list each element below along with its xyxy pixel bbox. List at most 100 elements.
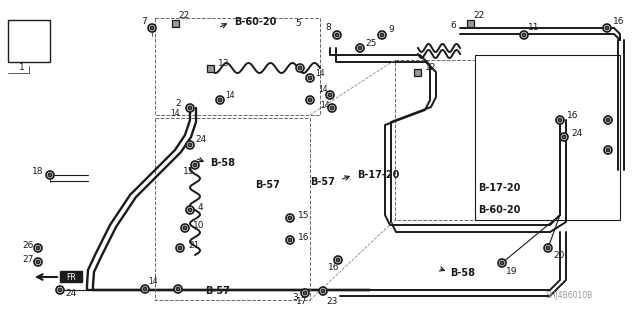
Circle shape — [306, 74, 314, 82]
Bar — [467, 19, 474, 26]
Circle shape — [604, 146, 612, 154]
Circle shape — [546, 246, 550, 250]
Text: B-60-20: B-60-20 — [478, 205, 520, 215]
Circle shape — [378, 31, 386, 39]
Circle shape — [218, 98, 222, 102]
Circle shape — [522, 33, 526, 37]
Bar — [172, 19, 179, 26]
Text: 12: 12 — [425, 63, 436, 71]
Circle shape — [308, 76, 312, 80]
Text: 14: 14 — [148, 278, 157, 286]
Text: 3: 3 — [292, 293, 298, 302]
Circle shape — [321, 289, 325, 293]
Text: 11: 11 — [528, 24, 540, 33]
Circle shape — [178, 246, 182, 250]
Circle shape — [176, 244, 184, 252]
Text: 9: 9 — [388, 26, 394, 34]
Circle shape — [319, 287, 327, 295]
Text: 20: 20 — [553, 251, 564, 261]
Text: 15: 15 — [298, 211, 310, 220]
Circle shape — [558, 118, 562, 122]
Text: 5: 5 — [295, 19, 301, 27]
Circle shape — [308, 98, 312, 102]
Circle shape — [286, 236, 294, 244]
Circle shape — [148, 24, 156, 32]
Text: 24: 24 — [571, 129, 582, 137]
Text: 27: 27 — [22, 256, 33, 264]
Text: B-60-20: B-60-20 — [234, 17, 276, 27]
Circle shape — [603, 24, 611, 32]
Text: 4: 4 — [198, 204, 204, 212]
Bar — [413, 69, 420, 76]
Text: 16: 16 — [613, 18, 625, 26]
Circle shape — [186, 104, 194, 112]
Circle shape — [181, 224, 189, 232]
Circle shape — [498, 259, 506, 267]
Circle shape — [188, 208, 192, 212]
Circle shape — [328, 104, 336, 112]
Circle shape — [286, 214, 294, 222]
Circle shape — [333, 31, 341, 39]
Text: 16: 16 — [567, 112, 579, 121]
Circle shape — [301, 289, 309, 297]
Text: B-17-20: B-17-20 — [478, 183, 520, 193]
Text: 7: 7 — [141, 18, 147, 26]
Text: 10: 10 — [193, 221, 205, 231]
Circle shape — [606, 118, 610, 122]
Text: 6: 6 — [450, 20, 456, 29]
Text: 13: 13 — [218, 58, 230, 68]
Text: 24: 24 — [65, 288, 76, 298]
Circle shape — [193, 163, 197, 167]
Circle shape — [46, 171, 54, 179]
Bar — [475, 55, 620, 220]
Circle shape — [183, 226, 187, 230]
Text: 14: 14 — [225, 92, 235, 100]
Circle shape — [186, 206, 194, 214]
Circle shape — [174, 285, 182, 293]
Text: 18: 18 — [32, 167, 44, 175]
Bar — [60, 271, 82, 282]
Circle shape — [298, 66, 302, 70]
Circle shape — [335, 33, 339, 37]
Text: 23: 23 — [326, 296, 337, 306]
Circle shape — [326, 91, 334, 99]
Text: 15: 15 — [183, 167, 195, 176]
Circle shape — [36, 246, 40, 250]
Circle shape — [356, 44, 364, 52]
Bar — [8, 20, 50, 62]
Circle shape — [606, 148, 610, 152]
Circle shape — [34, 258, 42, 266]
Text: 24: 24 — [195, 136, 206, 145]
Circle shape — [328, 93, 332, 97]
Text: 22: 22 — [178, 11, 189, 19]
Text: 8: 8 — [325, 24, 331, 33]
Circle shape — [216, 96, 224, 104]
Text: FR: FR — [66, 272, 76, 281]
Circle shape — [334, 256, 342, 264]
Circle shape — [188, 143, 192, 147]
Text: 14: 14 — [318, 85, 328, 94]
Text: B-57: B-57 — [205, 286, 230, 296]
Circle shape — [500, 261, 504, 265]
Circle shape — [58, 288, 62, 292]
Circle shape — [48, 173, 52, 177]
Circle shape — [380, 33, 384, 37]
Text: 2: 2 — [175, 100, 180, 108]
Bar — [207, 64, 214, 71]
Text: 16: 16 — [328, 263, 339, 271]
Text: 1: 1 — [19, 63, 25, 72]
Circle shape — [56, 286, 64, 294]
Circle shape — [186, 141, 194, 149]
Circle shape — [544, 244, 552, 252]
Text: 22: 22 — [473, 11, 484, 19]
Text: B-17-20: B-17-20 — [357, 170, 399, 180]
Circle shape — [288, 238, 292, 242]
Text: B-58: B-58 — [450, 268, 475, 278]
Text: 26: 26 — [22, 241, 33, 249]
Circle shape — [150, 26, 154, 30]
Text: 21: 21 — [188, 241, 200, 250]
Circle shape — [604, 116, 612, 124]
Circle shape — [191, 161, 199, 169]
Text: 25: 25 — [365, 39, 376, 48]
Circle shape — [306, 96, 314, 104]
